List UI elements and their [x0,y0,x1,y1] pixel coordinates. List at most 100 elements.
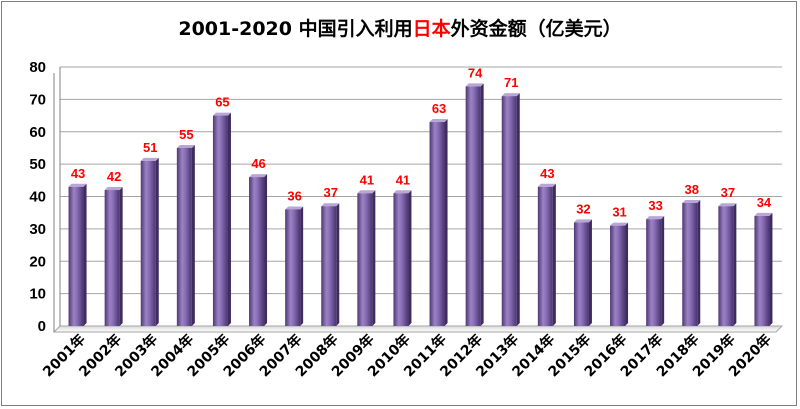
bar-side [769,212,773,326]
bar [573,222,589,326]
bar [321,206,337,326]
data-label: 32 [576,201,590,216]
data-label: 46 [251,156,265,171]
bar [718,206,734,326]
data-label: 41 [396,172,410,187]
bar [754,215,770,326]
bar-side [300,206,304,326]
data-label: 55 [179,127,193,142]
bar-side [191,144,195,326]
bar-top [212,112,231,116]
bar-top [754,212,773,216]
data-labels: 43 42 51 55 65 46 36 37 41 41 63 74 71 43 32 31 33 38 37 34 [71,65,772,219]
y-tick-label: 50 [29,156,46,173]
bar [285,209,301,326]
bar-side [552,183,556,326]
bar-side [444,119,448,326]
bar-top [357,190,376,194]
bar [249,177,265,326]
data-label: 38 [685,182,699,197]
bar-top [140,157,159,161]
bar-side [516,93,520,326]
bar-top [646,216,665,220]
bar [501,96,517,326]
data-label: 41 [360,172,374,187]
bar-top [429,119,448,123]
bar-side [408,190,412,326]
bar [646,219,662,326]
bar-top [501,93,520,97]
axes [52,67,784,333]
bar-side [336,203,340,326]
bar-side [733,203,737,326]
bar-side [625,222,629,326]
data-label: 63 [432,101,446,116]
data-label: 37 [721,185,735,200]
bars [68,83,773,326]
bar [357,193,373,326]
bar-top [176,144,195,148]
bar-top [465,83,484,87]
bar-side [697,199,701,326]
bar [104,190,120,326]
bar [212,115,228,326]
bar-side [372,190,376,326]
chart-title: 2001-2020 中国引入利用日本外资金额（亿美元） [0,14,800,41]
bar-top [249,174,268,178]
x-tick-labels: 2001年2002年2003年2004年2005年2006年2007年2008年… [39,331,774,380]
gridlines [60,66,782,327]
bar [68,186,84,326]
bar-side [661,216,665,326]
bar [610,225,626,326]
bar-side [588,219,592,326]
y-tick-label: 30 [29,221,46,238]
bar-side [480,83,484,326]
y-tick-label: 40 [29,189,46,206]
bar [140,160,156,326]
bar [429,122,445,326]
bar-side [83,183,87,326]
data-label: 74 [468,65,483,80]
y-tick-label: 70 [29,91,46,108]
bar-side [227,112,231,326]
bar [465,86,481,326]
data-label: 65 [215,95,229,110]
title-part-3: 外资金额（亿美元） [450,18,622,40]
chart-floor [52,325,784,333]
data-label: 34 [757,195,772,210]
data-label: 37 [324,185,338,200]
y-tick-labels: 0 10 20 30 40 50 60 70 80 [29,59,46,335]
y-tick-label: 80 [29,59,46,76]
bar-top [285,206,304,210]
y-tick-label: 0 [38,318,46,335]
bar-side [119,187,123,326]
bar [537,186,553,326]
bar-top [537,183,556,187]
bar-top [68,183,87,187]
y-tick-label: 60 [29,124,46,141]
title-highlight: 日本 [412,18,451,40]
bar-top [321,203,340,207]
bar-top [718,203,737,207]
y-tick-label: 10 [29,286,46,303]
bar [682,202,698,326]
bar-top [104,187,123,191]
data-label: 33 [648,198,662,213]
data-label: 43 [540,166,554,181]
bar-top [682,199,701,203]
bar-top [393,190,412,194]
data-label: 43 [71,166,85,181]
bar-top [610,222,629,226]
bar [393,193,409,326]
data-label: 71 [504,75,518,90]
bar-top [573,219,592,223]
bar-side [155,157,159,326]
data-label: 36 [287,188,301,203]
data-label: 42 [107,169,121,184]
bar [176,147,192,326]
data-label: 31 [612,205,626,220]
data-label: 51 [143,140,157,155]
title-part-1: 2001-2020 中国引入利用 [178,18,413,40]
bar-side [264,174,268,326]
